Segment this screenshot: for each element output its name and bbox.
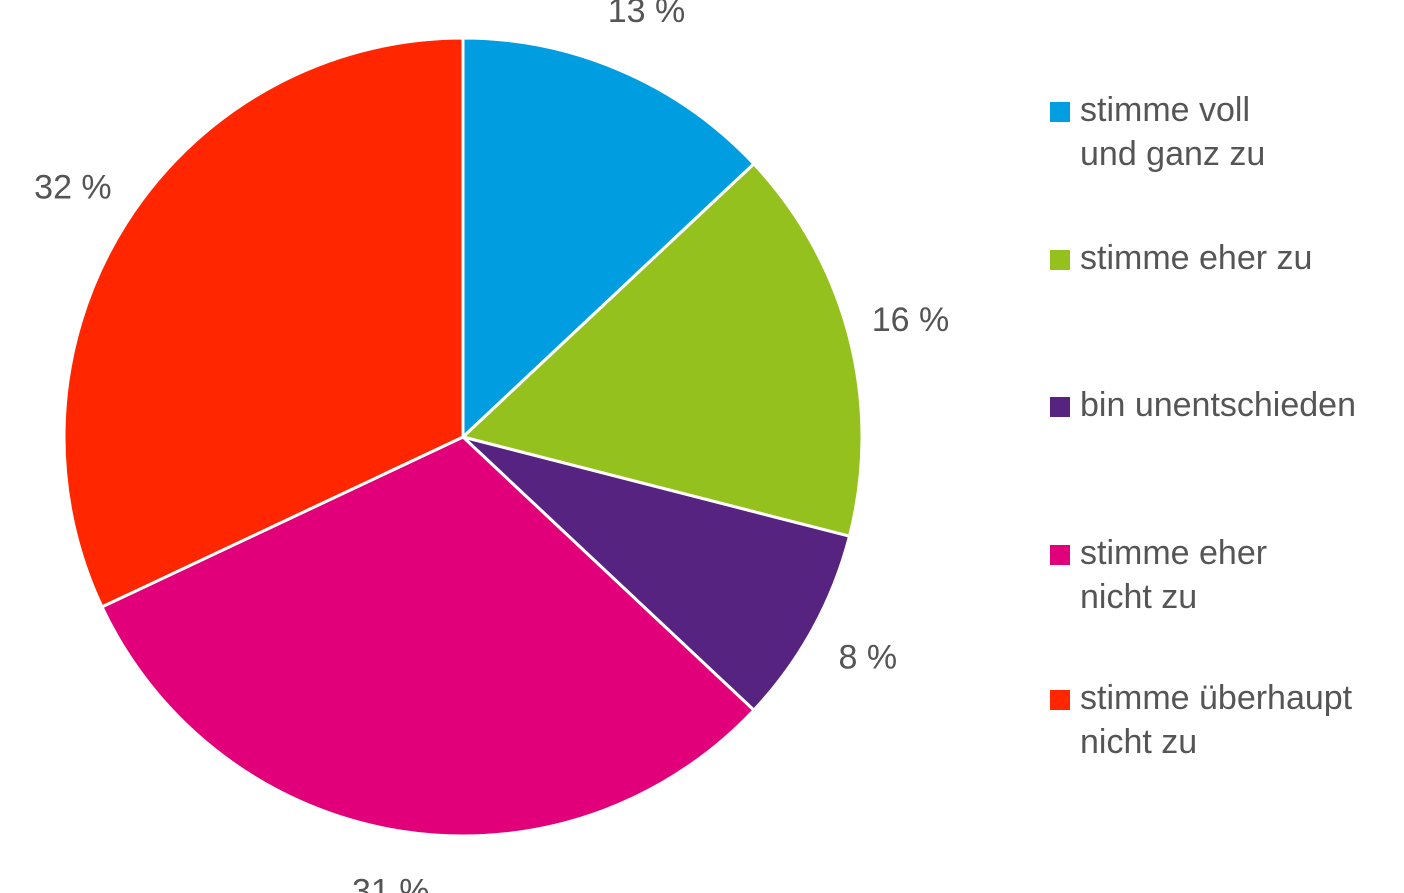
data-label: 16 % — [872, 301, 950, 339]
data-label: 8 % — [839, 639, 898, 677]
data-label: 13 % — [608, 0, 686, 30]
legend-label: stimme eher zu — [1080, 239, 1312, 277]
legend-label: stimme eher nicht zu — [1080, 534, 1267, 616]
legend-label: stimme überhaupt nicht zu — [1080, 679, 1353, 761]
pie-slice — [461, 36, 756, 441]
legend-swatch — [1050, 397, 1070, 417]
data-label: 32 % — [34, 168, 112, 206]
legend-label: stimme voll und ganz zu — [1080, 91, 1265, 173]
legend-swatch — [1050, 690, 1070, 710]
legend-swatch — [1050, 545, 1070, 565]
legend-swatch — [1050, 102, 1070, 122]
pie-slice — [62, 36, 465, 609]
pie-slice — [99, 435, 756, 838]
legend-swatch — [1050, 250, 1070, 270]
legend-label: bin unentschieden — [1080, 386, 1356, 424]
pie-slice — [459, 161, 864, 539]
pie-slice — [461, 435, 852, 713]
data-label: 31 % — [352, 872, 430, 893]
